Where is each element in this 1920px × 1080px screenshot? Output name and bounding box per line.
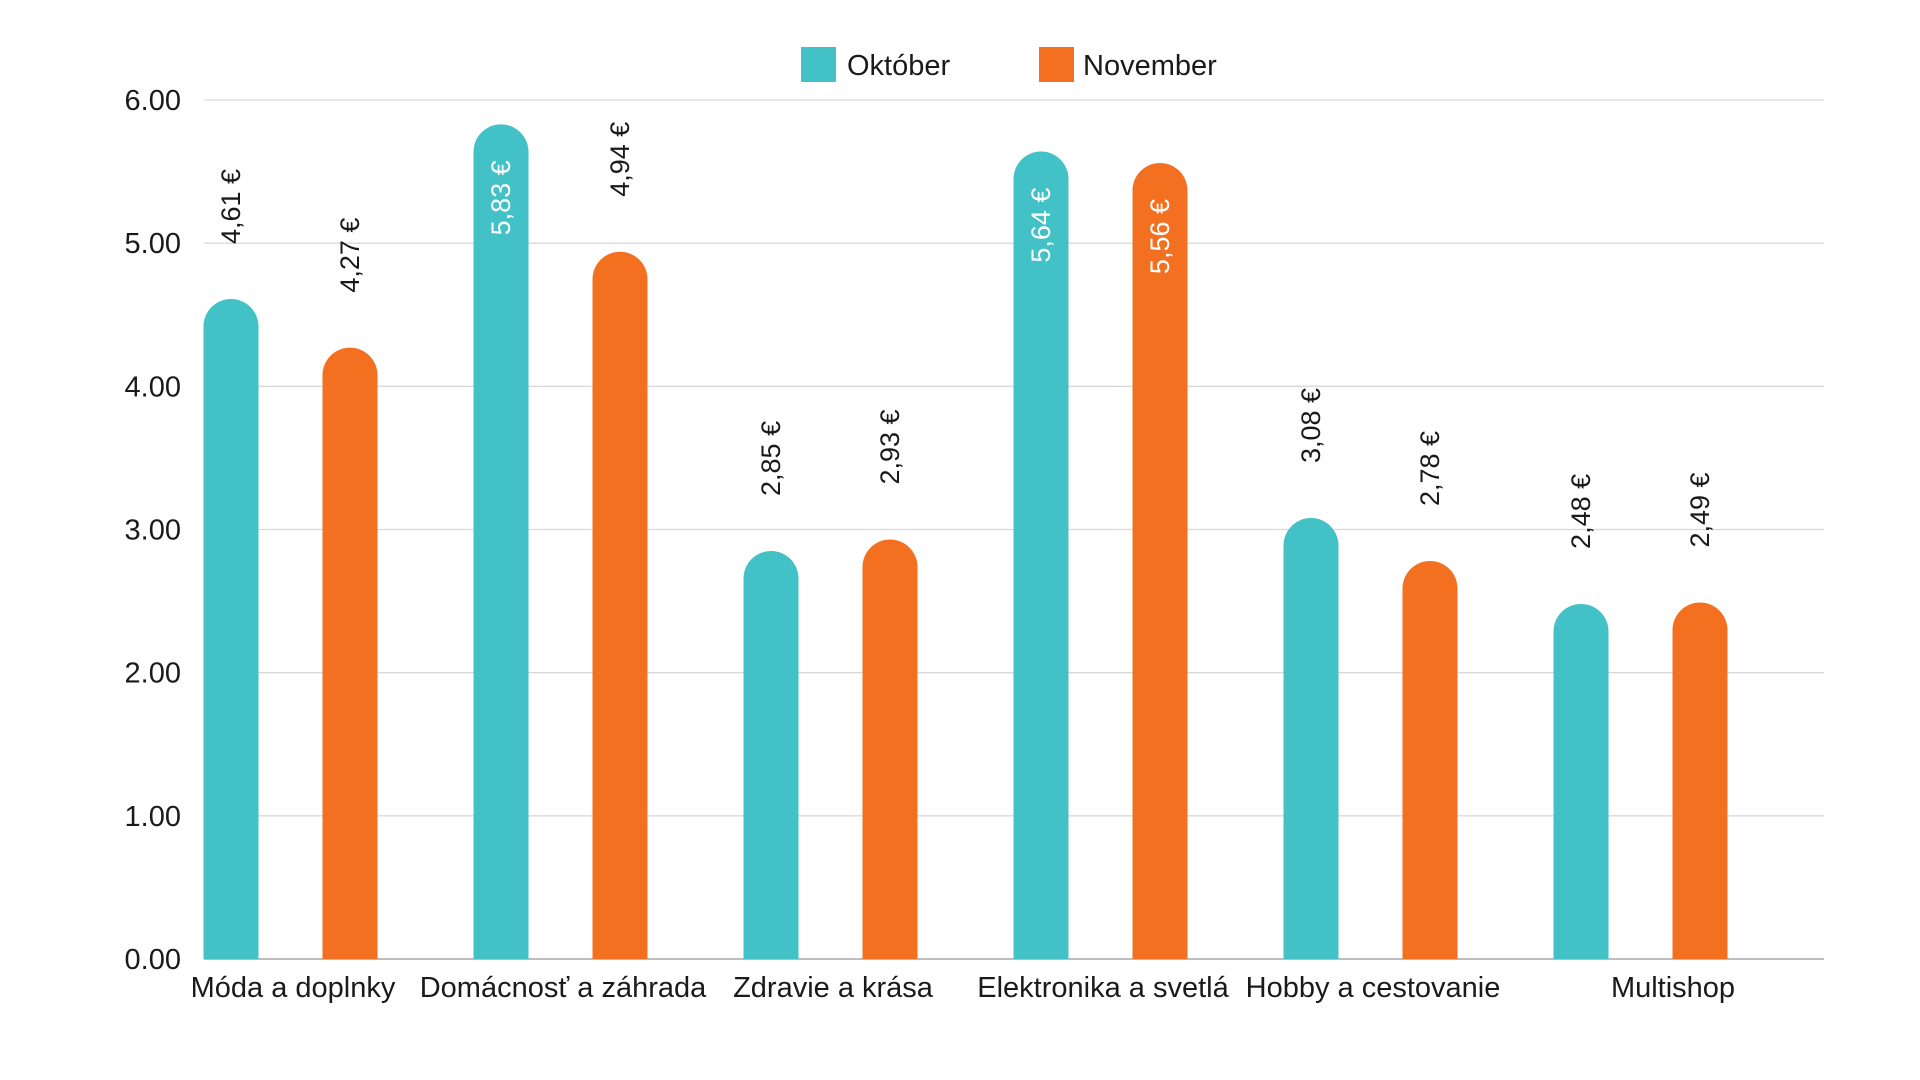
legend-label: Október: [847, 50, 950, 82]
bar: [473, 124, 529, 960]
data-label: 2,93 €: [875, 409, 905, 484]
y-tick-label: 4.00: [125, 371, 181, 403]
data-label: 2,85 €: [756, 421, 786, 496]
data-label: 5,83 €: [486, 160, 516, 235]
bar: [592, 251, 648, 959]
data-label: 2,48 €: [1566, 474, 1596, 549]
data-label: 4,94 €: [605, 122, 635, 197]
data-label: 2,49 €: [1685, 472, 1715, 547]
x-category-label: Móda a doplnky: [191, 972, 396, 1004]
data-label: 5,56 €: [1145, 199, 1175, 274]
legend-swatch: [801, 47, 836, 82]
x-category-label: Multishop: [1611, 972, 1735, 1004]
y-tick-label: 5.00: [125, 228, 181, 260]
data-label: 2,78 €: [1415, 431, 1445, 506]
x-category-label: Zdravie a krása: [733, 972, 934, 1004]
y-tick-label: 0.00: [125, 944, 181, 976]
data-label: 4,27 €: [335, 218, 365, 293]
bar: [1283, 518, 1339, 959]
bar: [1672, 602, 1728, 959]
bar: [322, 347, 378, 959]
y-tick-label: 3.00: [125, 515, 181, 547]
bar: [1132, 162, 1188, 959]
x-category-label: Elektronika a svetlá: [977, 972, 1229, 1004]
y-tick-label: 2.00: [125, 658, 181, 690]
x-category-label: Domácnosť a záhrada: [420, 972, 707, 1004]
x-category-label: Hobby a cestovanie: [1246, 972, 1501, 1004]
legend-swatch: [1039, 47, 1074, 82]
bar: [1402, 560, 1458, 959]
y-tick-label: 6.00: [125, 85, 181, 117]
bar: [1013, 151, 1069, 959]
bar: [1553, 603, 1609, 959]
legend-label: November: [1083, 50, 1217, 82]
bar: [862, 539, 918, 959]
bar: [743, 550, 799, 959]
y-tick-label: 1.00: [125, 801, 181, 833]
data-label: 3,08 €: [1296, 388, 1326, 463]
data-label: 5,64 €: [1026, 188, 1056, 263]
bar: [203, 299, 259, 959]
data-label: 4,61 €: [216, 169, 246, 244]
